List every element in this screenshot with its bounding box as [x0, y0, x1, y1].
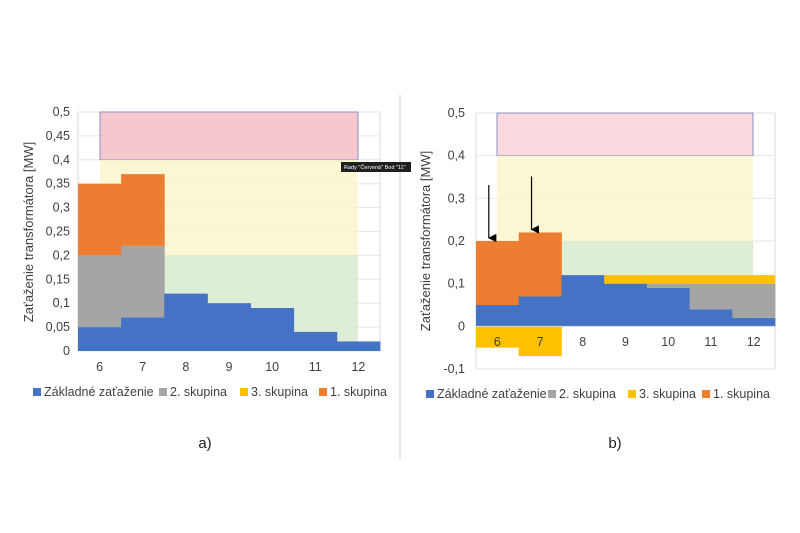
x-tick-label: 12	[351, 360, 365, 374]
bar-2-skupina-7	[121, 245, 165, 318]
y-tick-label: 0,3	[53, 201, 70, 215]
x-tick-label: 11	[704, 335, 717, 349]
bar-2-skupina-10	[646, 283, 690, 288]
legend-swatch	[426, 390, 434, 398]
legend-label: 1. skupina	[330, 385, 387, 399]
bar-z-kladn-za-a-enie-11	[293, 331, 338, 351]
bar-3-skupina-10	[646, 275, 690, 284]
y-tick-label: 0,2	[448, 234, 465, 248]
y-tick-label: 0	[63, 344, 70, 358]
chart-a: 0 0,05 0,1 0,15 0,2 0,25 0,3 0,35 0,4 0,45 0,5 6 7 8 9…	[21, 105, 411, 452]
bar-3-skupina-11	[689, 275, 733, 284]
x-tick-label: 8	[182, 360, 189, 374]
zone-red	[99, 111, 359, 161]
legend-swatch	[33, 388, 41, 396]
bar-3-skupina-9	[604, 275, 648, 284]
bar-3-skupina-6	[476, 326, 520, 348]
bar-3-skupina-7	[518, 326, 562, 357]
y-tick-label: 0,25	[46, 225, 70, 239]
tooltip-text: Rady "Červená" Bod "11"	[344, 164, 406, 171]
bar-2-skupina-6	[78, 255, 122, 328]
y-tick-label: 0,1	[448, 277, 465, 291]
y-tick-label: 0,45	[46, 129, 70, 143]
bar-z-kladn-za-a-enie-8	[561, 275, 605, 327]
y-tick-label: 0,2	[53, 248, 70, 262]
x-tick-label: 6	[494, 335, 501, 349]
legend-label: Základné zaťaženie	[437, 387, 547, 401]
bar-1-skupina-6	[476, 241, 520, 305]
tooltip-box	[341, 162, 411, 172]
y-tick-label: 0,35	[46, 177, 70, 191]
legend-label: 3. skupina	[639, 387, 696, 401]
bar-z-kladn-za-a-enie-6	[78, 327, 122, 351]
zone-yellow	[497, 155, 753, 241]
bar-z-kladn-za-a-enie-12	[732, 317, 776, 327]
bar-z-kladn-za-a-enie-11	[689, 309, 733, 327]
x-tick-label: 10	[265, 360, 279, 374]
bar-2-skupina-12	[732, 283, 776, 318]
y-tick-label: 0,3	[448, 191, 465, 205]
y-tick-label: -0,1	[443, 362, 465, 376]
legend-label: Základné zaťaženie	[44, 385, 154, 399]
bar-z-kladn-za-a-enie-7	[518, 296, 562, 327]
legend-label: 2. skupina	[170, 385, 227, 399]
chart-b: -0,1 0 0,1 0,2 0,3 0,4 0,5 6 7 8 9 10 11 12 Zaťaženie …	[418, 106, 776, 452]
bar-z-kladn-za-a-enie-7	[121, 317, 165, 351]
legend-label: 1. skupina	[713, 387, 770, 401]
legend-swatch	[548, 390, 556, 398]
y-tick-label: 0,15	[46, 272, 70, 286]
bar-z-kladn-za-a-enie-9	[207, 303, 251, 351]
bar-z-kladn-za-a-enie-10	[250, 307, 295, 351]
bar-1-skupina-7	[518, 232, 562, 297]
legend-label: 2. skupina	[559, 387, 616, 401]
y-tick-label: 0	[458, 319, 465, 333]
x-tick-label: 11	[309, 360, 322, 374]
tooltip: Rady "Červená" Bod "11"	[341, 162, 411, 172]
bar-z-kladn-za-a-enie-9	[604, 283, 648, 327]
legend-swatch	[702, 390, 710, 398]
y-tick-label: 0,5	[53, 105, 70, 119]
bar-1-skupina-6	[78, 183, 122, 256]
y-tick-label: 0,5	[448, 106, 465, 120]
y-tick-label: 0,1	[53, 296, 70, 310]
x-tick-label: 12	[747, 335, 761, 349]
bar-z-kladn-za-a-enie-8	[164, 293, 208, 351]
x-tick-label: 10	[661, 335, 675, 349]
x-tick-label: 8	[579, 335, 586, 349]
bar-1-skupina-7	[121, 174, 165, 246]
legend-swatch	[628, 390, 636, 398]
bar-z-kladn-za-a-enie-10	[646, 287, 690, 327]
x-tick-label: 9	[622, 335, 629, 349]
x-tick-label: 7	[537, 335, 544, 349]
bar-2-skupina-11	[689, 283, 733, 310]
y-axis-label: Zaťaženie transformátora [MW]	[21, 142, 36, 322]
legend-swatch	[319, 388, 327, 396]
legend-swatch	[240, 388, 248, 396]
x-tick-label: 7	[139, 360, 146, 374]
x-tick-label: 6	[96, 360, 103, 374]
x-tick-label: 9	[226, 360, 233, 374]
y-tick-label: 0,05	[46, 320, 70, 334]
legend-swatch	[159, 388, 167, 396]
y-tick-label: 0,4	[53, 153, 70, 167]
y-tick-label: 0,4	[448, 149, 465, 163]
bar-z-kladn-za-a-enie-12	[336, 341, 381, 351]
bar-z-kladn-za-a-enie-6	[476, 305, 520, 327]
zone-red	[496, 112, 754, 157]
bar-3-skupina-12	[732, 275, 776, 284]
panel-label: b)	[608, 435, 621, 452]
panel-label: a)	[198, 435, 211, 452]
y-axis-label: Zaťaženie transformátora [MW]	[418, 151, 433, 331]
legend-label: 3. skupina	[251, 385, 308, 399]
